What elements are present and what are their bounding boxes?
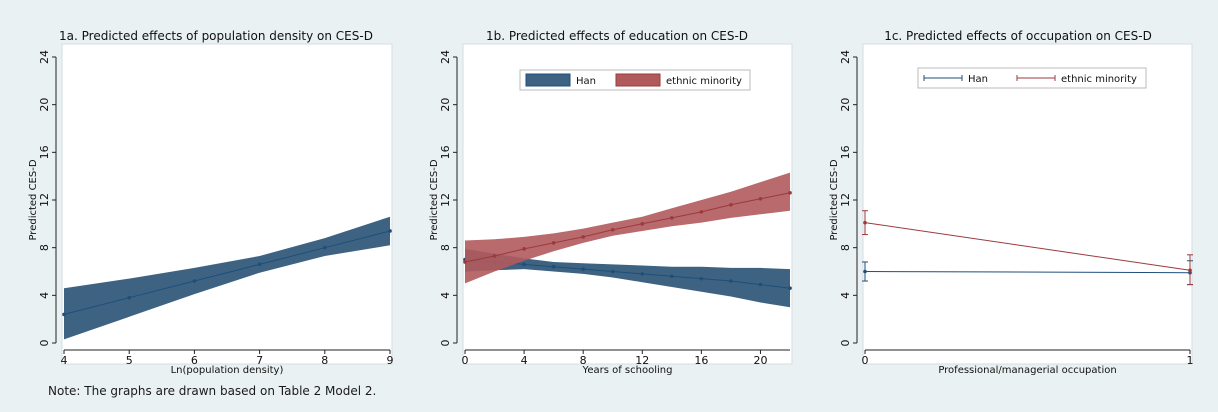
x-tick-label: 7 bbox=[256, 354, 263, 367]
line-series bbox=[63, 230, 391, 315]
point-han bbox=[699, 276, 704, 281]
y-tick-label: 16 bbox=[839, 145, 852, 159]
chart-title: 1b. Predicted effects of education on CE… bbox=[486, 29, 748, 43]
point-han bbox=[758, 282, 763, 287]
point-ethnic-minority bbox=[551, 241, 556, 245]
legend-label: Han bbox=[576, 76, 596, 87]
line-ethnic-minority bbox=[864, 222, 1191, 271]
point-ethnic-minority bbox=[788, 191, 792, 195]
point-ethnic-minority bbox=[1188, 268, 1192, 273]
legend-swatch-1 bbox=[615, 73, 661, 87]
chart-panel-3: 1c. Predicted effects of occupation on C… bbox=[829, 29, 1194, 376]
figure-note: Note: The graphs are drawn based on Tabl… bbox=[48, 384, 377, 398]
point-han bbox=[729, 279, 733, 283]
point-ethnic-minority bbox=[522, 247, 526, 251]
point-series bbox=[323, 245, 327, 250]
y-tick-label: 20 bbox=[38, 98, 51, 112]
x-axis-label: Ln(population density) bbox=[171, 365, 284, 376]
x-tick-label: 5 bbox=[126, 354, 133, 367]
x-tick-label: 0 bbox=[862, 354, 869, 367]
point-ethnic-minority bbox=[670, 216, 674, 220]
y-tick-label: 12 bbox=[439, 193, 452, 207]
point-ethnic-minority bbox=[699, 210, 704, 214]
x-tick-label: 16 bbox=[694, 354, 708, 367]
legend-label: Han bbox=[968, 74, 988, 85]
y-tick-label: 24 bbox=[839, 50, 852, 64]
legend-swatch-0 bbox=[525, 73, 571, 87]
x-tick-label: 4 bbox=[61, 354, 68, 367]
point-han bbox=[863, 269, 867, 274]
point-series bbox=[192, 279, 197, 283]
y-tick-label: 0 bbox=[38, 340, 51, 347]
point-han bbox=[522, 262, 526, 267]
x-axis-label: Years of schooling bbox=[582, 365, 673, 376]
legend-label: ethnic minority bbox=[666, 76, 742, 87]
y-tick-label: 4 bbox=[38, 292, 51, 299]
point-han bbox=[640, 272, 645, 276]
x-tick-label: 8 bbox=[580, 354, 587, 367]
point-ethnic-minority bbox=[463, 260, 467, 264]
point-han bbox=[551, 264, 556, 269]
chart-panel-2: 1b. Predicted effects of education on CE… bbox=[429, 29, 793, 376]
point-ethnic-minority bbox=[863, 220, 867, 225]
point-series bbox=[257, 262, 262, 267]
y-tick-label: 12 bbox=[38, 193, 51, 207]
y-tick-label: 20 bbox=[439, 98, 452, 112]
x-tick-label: 6 bbox=[191, 354, 198, 367]
x-tick-label: 1 bbox=[1187, 354, 1194, 367]
point-ethnic-minority bbox=[729, 202, 733, 207]
point-ethnic-minority bbox=[758, 197, 763, 201]
legend-label: ethnic minority bbox=[1061, 74, 1137, 85]
x-tick-label: 12 bbox=[635, 354, 649, 367]
y-tick-label: 24 bbox=[38, 50, 51, 64]
chart-title: 1a. Predicted effects of population dens… bbox=[59, 29, 373, 43]
ci-band-ethnic-minority bbox=[465, 172, 790, 284]
point-ethnic-minority bbox=[492, 254, 497, 258]
point-han bbox=[788, 286, 792, 290]
x-tick-label: 0 bbox=[462, 354, 469, 367]
ci-band-series bbox=[64, 216, 390, 340]
point-series bbox=[62, 312, 66, 317]
y-tick-label: 24 bbox=[439, 50, 452, 64]
y-tick-label: 16 bbox=[439, 145, 452, 159]
point-han bbox=[670, 274, 674, 279]
point-han bbox=[581, 267, 585, 271]
line-ethnic-minority bbox=[464, 192, 791, 263]
chart-title: 1c. Predicted effects of occupation on C… bbox=[884, 29, 1152, 43]
y-tick-label: 0 bbox=[839, 340, 852, 347]
y-tick-label: 16 bbox=[38, 145, 51, 159]
y-tick-label: 20 bbox=[839, 98, 852, 112]
y-tick-label: 4 bbox=[839, 292, 852, 299]
point-han bbox=[610, 269, 615, 274]
x-tick-label: 4 bbox=[521, 354, 528, 367]
y-axis-label: Predicted CES-D bbox=[429, 159, 440, 240]
y-axis-label: Predicted CES-D bbox=[28, 159, 39, 240]
ci-band-han bbox=[465, 248, 790, 308]
y-tick-label: 8 bbox=[439, 244, 452, 251]
y-tick-label: 0 bbox=[439, 340, 452, 347]
x-tick-label: 8 bbox=[321, 354, 328, 367]
point-ethnic-minority bbox=[640, 222, 645, 226]
x-axis-label: Professional/managerial occupation bbox=[938, 365, 1116, 376]
line-han bbox=[864, 271, 1191, 274]
y-axis-label: Predicted CES-D bbox=[829, 159, 840, 240]
point-ethnic-minority bbox=[610, 227, 615, 232]
point-series bbox=[388, 229, 392, 233]
y-tick-label: 12 bbox=[839, 193, 852, 207]
point-ethnic-minority bbox=[581, 235, 585, 239]
point-series bbox=[127, 295, 131, 300]
y-tick-label: 8 bbox=[38, 244, 51, 251]
chart-panel-1: 1a. Predicted effects of population dens… bbox=[28, 29, 394, 376]
y-tick-label: 4 bbox=[439, 292, 452, 299]
x-tick-label: 20 bbox=[753, 354, 767, 367]
plot-area bbox=[862, 43, 1193, 365]
x-tick-label: 9 bbox=[387, 354, 394, 367]
y-tick-label: 8 bbox=[839, 244, 852, 251]
line-han bbox=[464, 259, 791, 289]
